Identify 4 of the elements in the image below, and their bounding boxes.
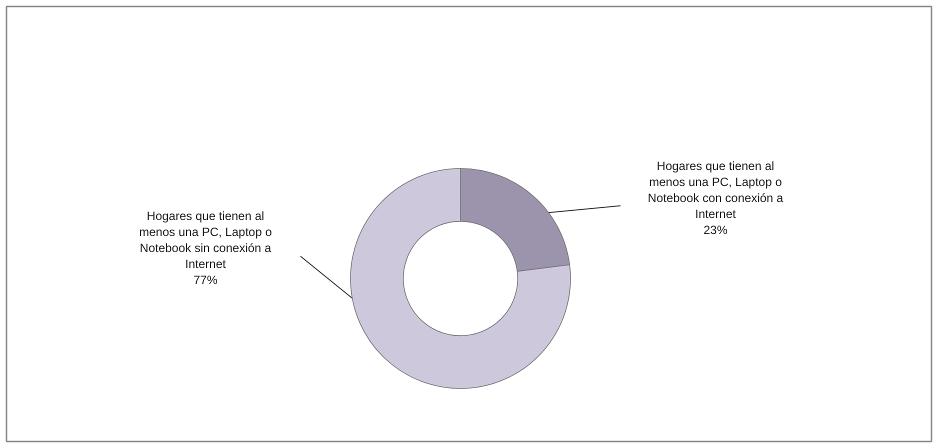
data-label: 77% — [193, 273, 218, 288]
slice-label: Hogares que tienen al menos una PC, Laptop o Notebook sin conexión a Internet — [139, 209, 272, 272]
data-label: 23% — [703, 222, 728, 237]
slice-label: Hogares que tienen al menos una PC, Laptop o Notebook con conexión a Internet — [648, 158, 784, 221]
